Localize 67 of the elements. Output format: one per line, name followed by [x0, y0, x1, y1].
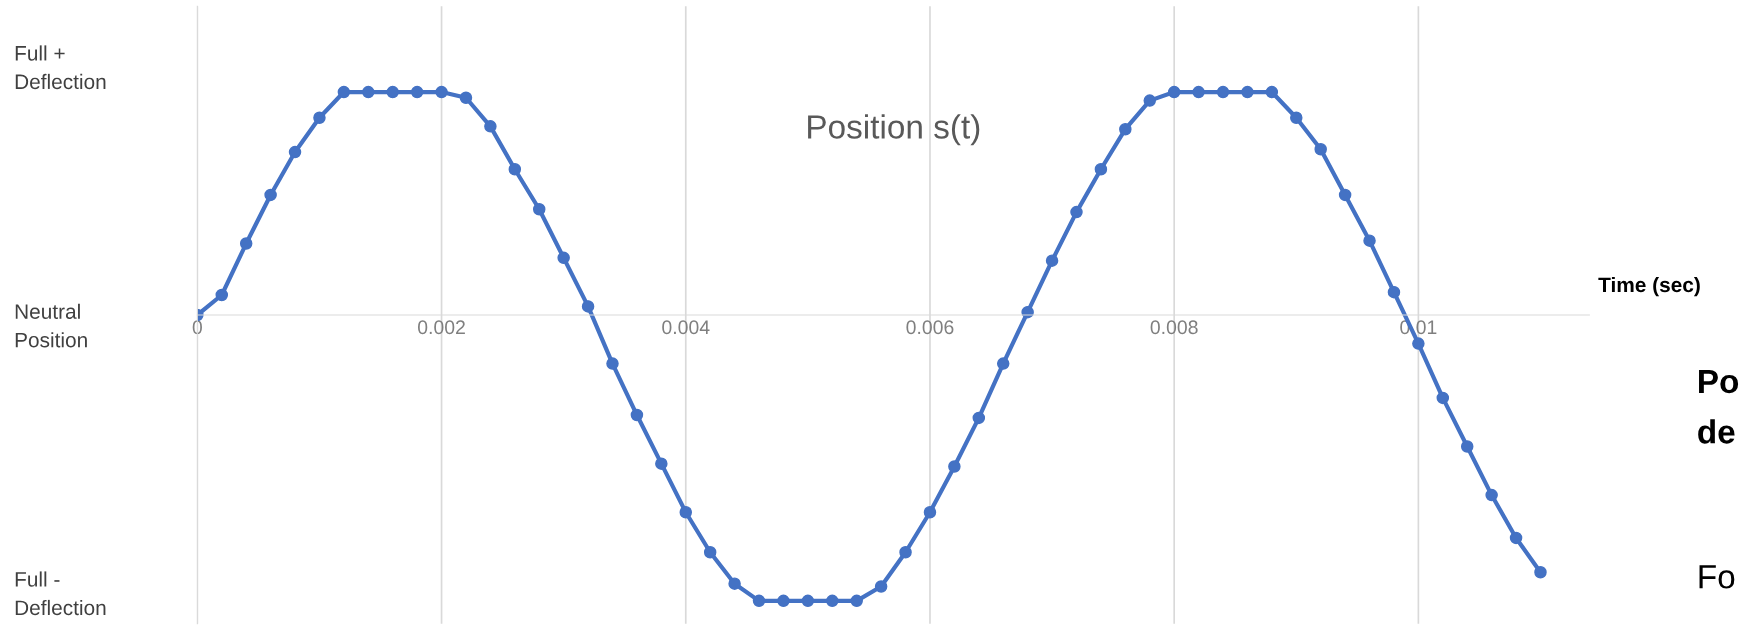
point — [410, 85, 424, 99]
point — [532, 202, 546, 216]
point — [948, 460, 961, 473]
point — [972, 411, 986, 425]
point — [386, 85, 399, 99]
point — [801, 594, 815, 608]
text: Po — [1699, 369, 1739, 394]
x-tick-label: 0.002 — [417, 320, 465, 335]
point — [1192, 85, 1205, 99]
point — [1070, 205, 1083, 219]
point — [1314, 142, 1327, 156]
point — [337, 85, 351, 99]
text: Fo — [1699, 565, 1735, 589]
point — [484, 120, 497, 133]
point — [1338, 188, 1352, 202]
point — [215, 288, 229, 302]
point — [1265, 85, 1279, 99]
point — [1509, 531, 1523, 545]
point — [777, 594, 790, 608]
point — [1412, 337, 1425, 350]
point — [1167, 85, 1181, 99]
point — [508, 162, 522, 176]
point — [630, 408, 644, 422]
point — [1241, 85, 1254, 99]
point — [362, 85, 375, 99]
point — [1045, 254, 1059, 267]
point — [826, 594, 839, 608]
point — [1436, 391, 1450, 405]
point — [288, 145, 302, 159]
point — [1387, 285, 1401, 299]
point — [874, 580, 888, 593]
text: Position s(t) — [808, 114, 980, 146]
text: Neutral Position — [15, 303, 87, 348]
point — [1143, 94, 1157, 107]
point — [459, 91, 473, 105]
point — [1534, 565, 1547, 579]
text: de — [1698, 419, 1735, 444]
point — [557, 251, 570, 265]
x-tick-label: 0.004 — [662, 320, 710, 335]
x-tick-label: 0 — [192, 320, 202, 335]
point — [1460, 440, 1474, 453]
point — [679, 505, 693, 519]
point — [728, 577, 741, 590]
point — [752, 594, 766, 608]
text: Full + Deflection — [15, 45, 106, 90]
point — [1363, 234, 1376, 247]
point — [996, 357, 1010, 370]
point — [264, 188, 277, 202]
point — [239, 237, 253, 250]
point — [923, 505, 937, 519]
point — [655, 457, 668, 470]
x-axis-title: Time (sec) — [1598, 276, 1700, 297]
point — [850, 594, 863, 608]
point — [435, 85, 448, 99]
point — [1119, 122, 1132, 136]
point — [581, 300, 595, 313]
point — [313, 111, 326, 125]
point — [703, 545, 717, 559]
point — [1094, 162, 1108, 176]
point — [899, 545, 912, 559]
point — [1485, 488, 1498, 502]
point — [1216, 85, 1230, 99]
point — [1290, 111, 1303, 125]
text: Full - Deflection — [15, 571, 106, 616]
point — [606, 357, 619, 370]
x-tick-label: 0.006 — [906, 320, 954, 335]
x-tick-label: 0.008 — [1150, 320, 1198, 335]
